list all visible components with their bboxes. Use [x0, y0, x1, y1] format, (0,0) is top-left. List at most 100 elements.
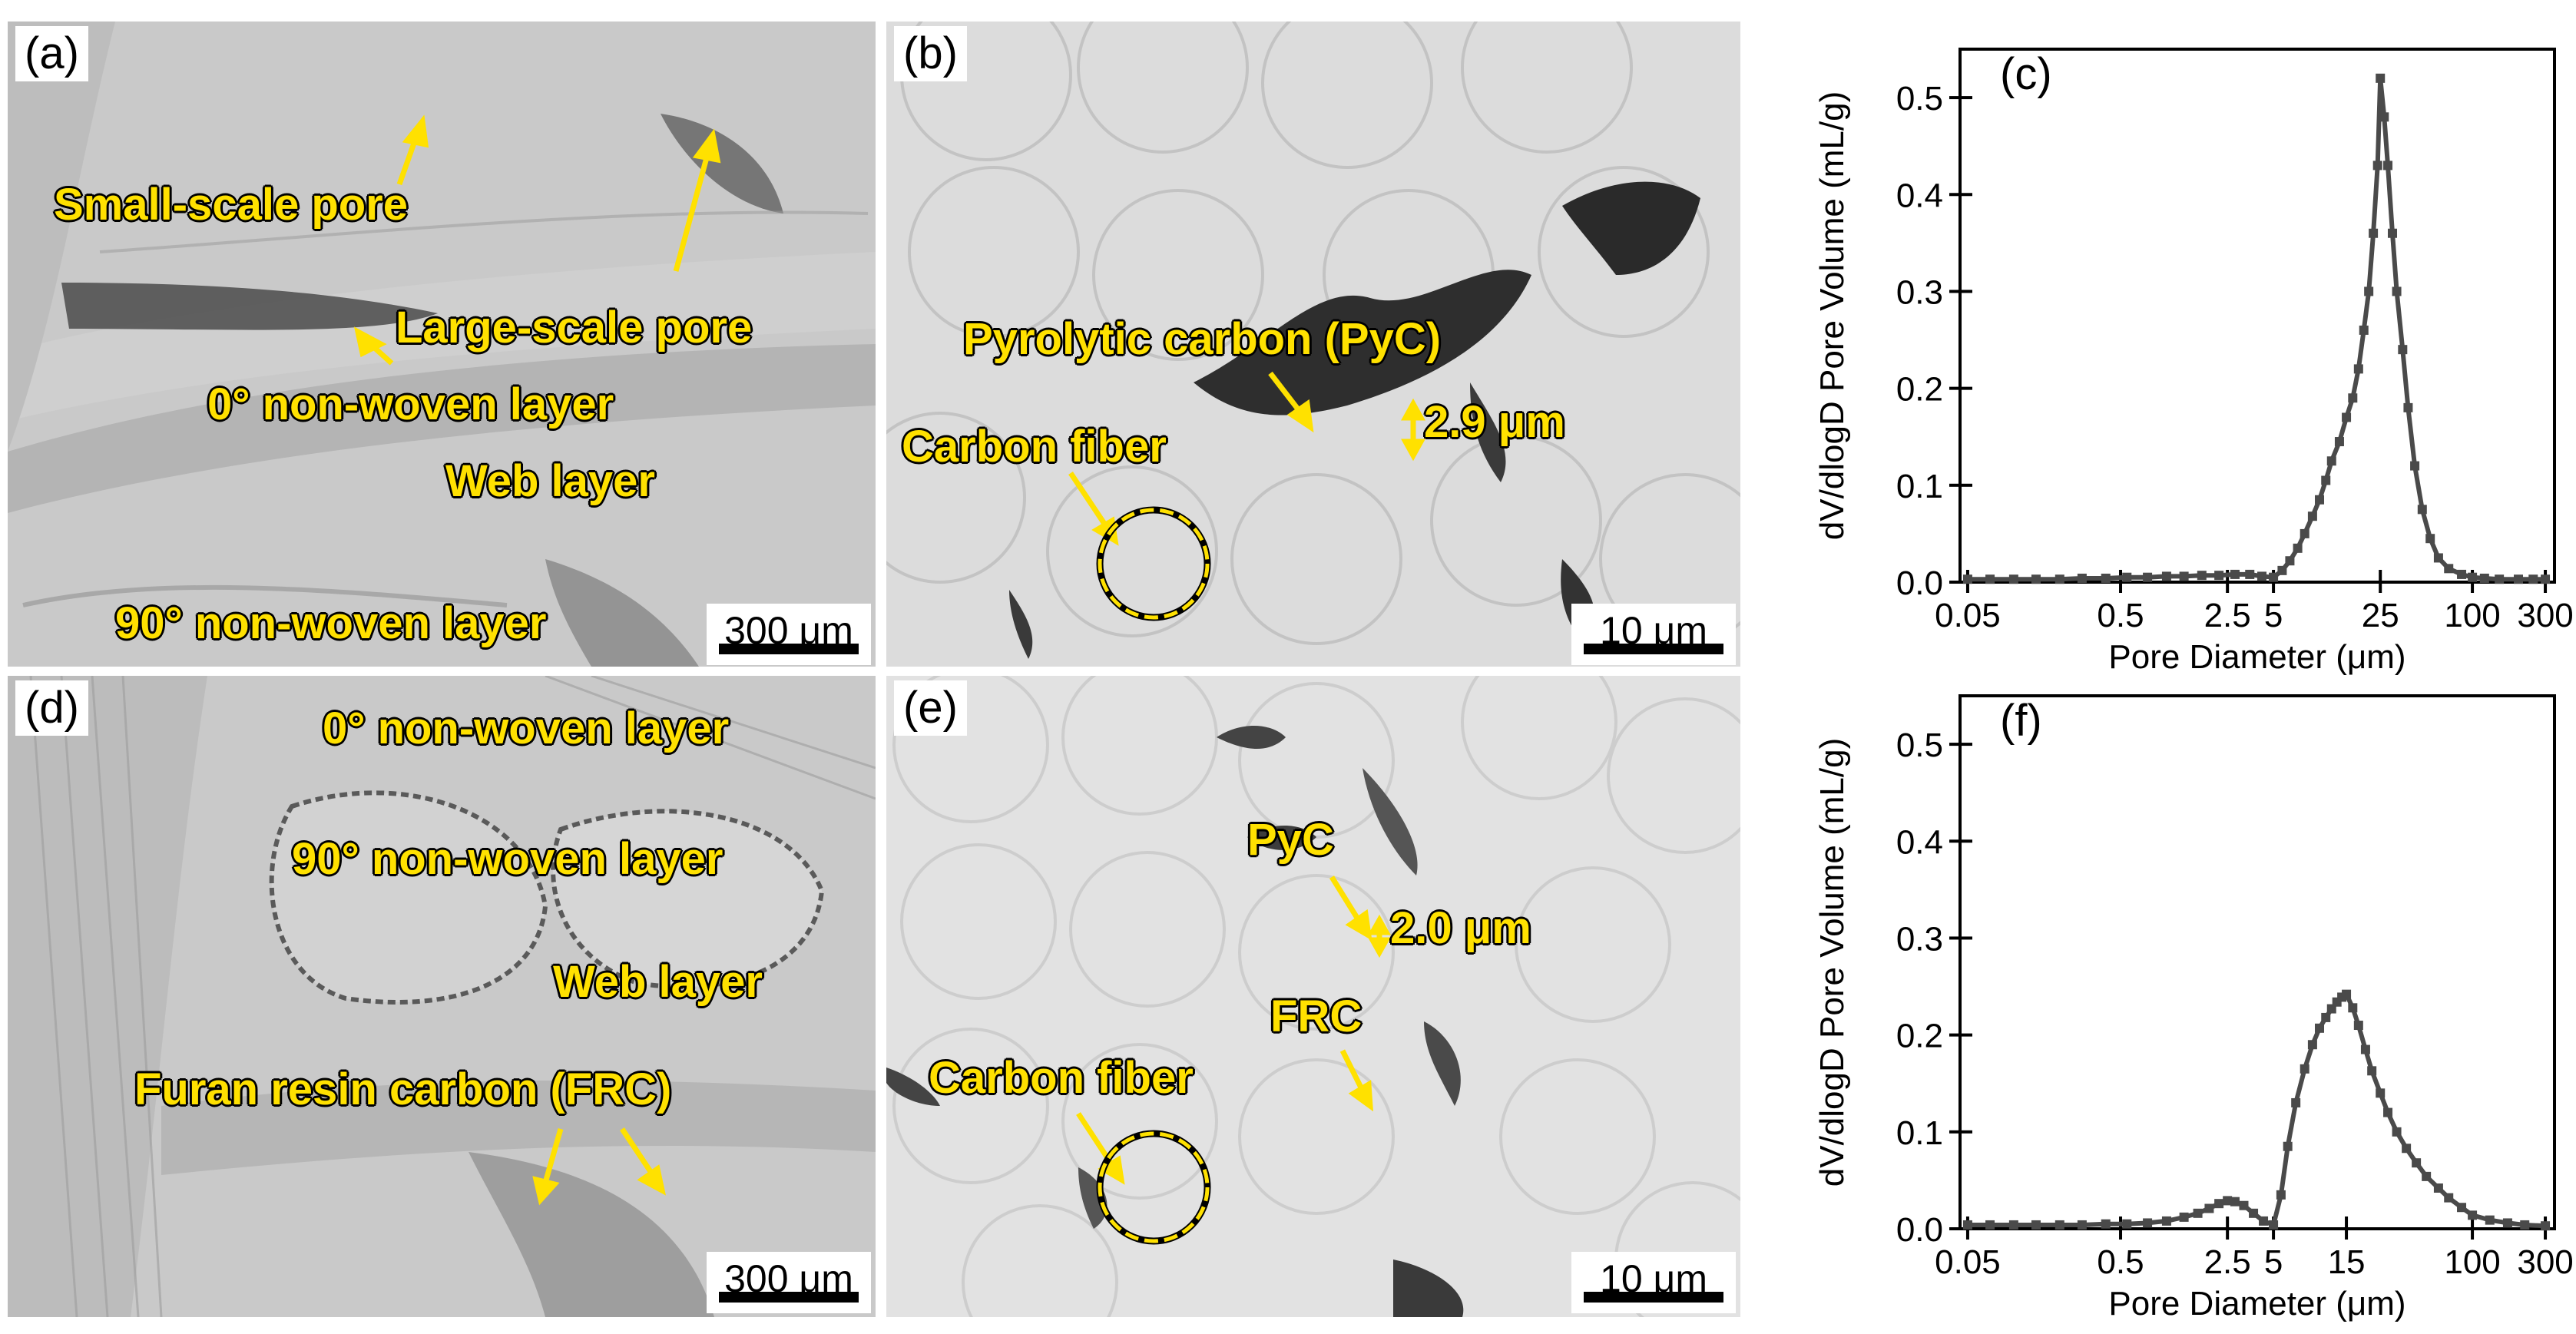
data-point — [2293, 543, 2303, 553]
chart-panel-f: 0.0 0.1 0.2 0.3 0.4 0.5 0.05 0.5 2.5 5 15 100 300 Por… — [1751, 662, 2574, 1330]
data-point — [2402, 1144, 2412, 1154]
data-point — [2457, 1203, 2467, 1213]
data-point — [2433, 1183, 2443, 1193]
data-point — [2307, 1040, 2317, 1050]
data-point — [2433, 553, 2443, 563]
data-point — [2143, 1218, 2153, 1228]
annotation-web-layer-d: Web layer — [553, 957, 763, 1007]
chart-panel-c: 0.0 0.1 0.2 0.3 0.4 0.5 0.05 0.5 2.5 5 25 100 300 Por… — [1751, 15, 2574, 676]
data-point — [2387, 228, 2397, 238]
x-tick-label: 2.5 — [2204, 597, 2251, 634]
data-point — [2457, 569, 2467, 579]
data-point — [2376, 1088, 2386, 1098]
data-point — [1985, 1220, 1995, 1230]
data-point — [2230, 1197, 2240, 1207]
x-tick-label: 0.05 — [1935, 597, 2001, 634]
data-point — [2008, 1220, 2018, 1230]
panel-label-e: (e) — [894, 680, 967, 736]
data-point — [2348, 1003, 2358, 1013]
data-point — [2055, 1220, 2064, 1230]
data-point — [2326, 456, 2336, 466]
data-point — [2214, 571, 2224, 581]
data-point — [2277, 565, 2287, 575]
data-point — [2369, 228, 2379, 238]
y-tick-label: 0.4 — [1896, 823, 1943, 861]
y-axis-label: dV/dlogD Pore Volume (mL/g) — [1813, 91, 1851, 541]
data-point — [2410, 461, 2420, 471]
annotation-90-deg-layer-d: 90° non-woven layer — [292, 834, 723, 884]
data-point — [2379, 112, 2389, 122]
scale-bar-b: 10 μm — [1571, 604, 1736, 665]
y-tick-label: 0.0 — [1896, 1211, 1943, 1249]
panel-label: (c) — [2000, 49, 2052, 99]
sem-panel-e: (e) PyC 2.0 μm FRC Carbon fiber 10 μm — [886, 676, 1740, 1317]
data-point — [2291, 1097, 2301, 1107]
data-point — [2031, 574, 2041, 584]
x-axis-label: Pore Diameter (μm) — [2108, 1285, 2405, 1322]
annotation-pyrolytic-carbon: Pyrolytic carbon (PyC) — [963, 314, 1442, 364]
data-point — [2197, 571, 2207, 581]
annotation-furan-resin-carbon: Furan resin carbon (FRC) — [134, 1064, 672, 1114]
plot-frame — [1958, 48, 2556, 584]
data-point — [2468, 1210, 2478, 1220]
data-point — [2353, 364, 2363, 374]
x-tick-label: 0.5 — [2097, 597, 2144, 634]
data-point — [2230, 569, 2240, 579]
x-tick-label: 25 — [2362, 597, 2399, 634]
panel-label-b: (b) — [894, 26, 967, 81]
data-point — [2334, 437, 2344, 447]
annotation-thickness-b: 2.9 μm — [1424, 397, 1565, 447]
data-point — [1962, 574, 1972, 584]
data-point — [2444, 564, 2454, 574]
data-point — [2315, 495, 2325, 505]
data-point — [2239, 1200, 2249, 1210]
annotation-thickness-e: 2.0 μm — [1390, 903, 1531, 953]
data-point — [2300, 1064, 2309, 1074]
annotation-carbon-fiber-e: Carbon fiber — [929, 1053, 1194, 1103]
data-point — [2245, 569, 2255, 579]
data-point — [2321, 475, 2331, 485]
data-point — [2514, 574, 2524, 584]
data-point — [2307, 511, 2317, 521]
x-tick-label: 15 — [2328, 1243, 2366, 1281]
data-point — [2179, 571, 2189, 581]
data-point — [2360, 1044, 2370, 1054]
scale-bar-e: 10 μm — [1571, 1252, 1736, 1313]
scale-bar-a: 300 μm — [707, 604, 871, 665]
data-point — [2541, 1221, 2551, 1231]
data-point — [2485, 1215, 2495, 1225]
data-point — [2468, 572, 2478, 582]
data-point — [2376, 73, 2386, 83]
x-axis-label: Pore Diameter (μm) — [2108, 638, 2405, 676]
data-point — [2417, 505, 2427, 515]
y-tick-label: 0.5 — [1896, 80, 1943, 118]
data-point — [1985, 574, 1995, 584]
data-point — [2269, 1220, 2279, 1230]
data-point — [2101, 1219, 2111, 1229]
data-point — [2372, 161, 2382, 170]
panel-label-d: (d) — [15, 680, 88, 736]
data-point — [2479, 573, 2489, 583]
data-point — [2412, 1158, 2422, 1168]
annotation-pyc-e: PyC — [1247, 815, 1334, 865]
data-point — [2077, 1220, 2087, 1230]
data-point — [2283, 1141, 2293, 1151]
data-point — [2392, 1127, 2402, 1137]
data-point — [2077, 573, 2087, 583]
data-point — [2359, 325, 2369, 335]
data-point — [2321, 1012, 2331, 1022]
data-point — [2364, 286, 2374, 296]
x-tick-label: 300 — [2517, 1243, 2573, 1281]
data-point — [2520, 1220, 2530, 1230]
x-tick-label: 0.05 — [1935, 1243, 2001, 1281]
data-point — [2223, 1196, 2233, 1206]
data-point — [2353, 1021, 2363, 1031]
annotation-large-scale-pore: Large-scale pore — [396, 303, 753, 353]
pore-distribution-chart-c: 0.0 0.1 0.2 0.3 0.4 0.5 0.05 0.5 2.5 5 25 100 300 Por… — [1813, 48, 2574, 676]
panel-label-a: (a) — [15, 26, 88, 81]
y-tick-label: 0.2 — [1896, 1018, 1943, 1055]
data-point — [2161, 1216, 2171, 1226]
scale-bar-line — [1584, 644, 1723, 654]
y-tick-label: 0.3 — [1896, 273, 1943, 311]
data-point — [2055, 574, 2064, 584]
